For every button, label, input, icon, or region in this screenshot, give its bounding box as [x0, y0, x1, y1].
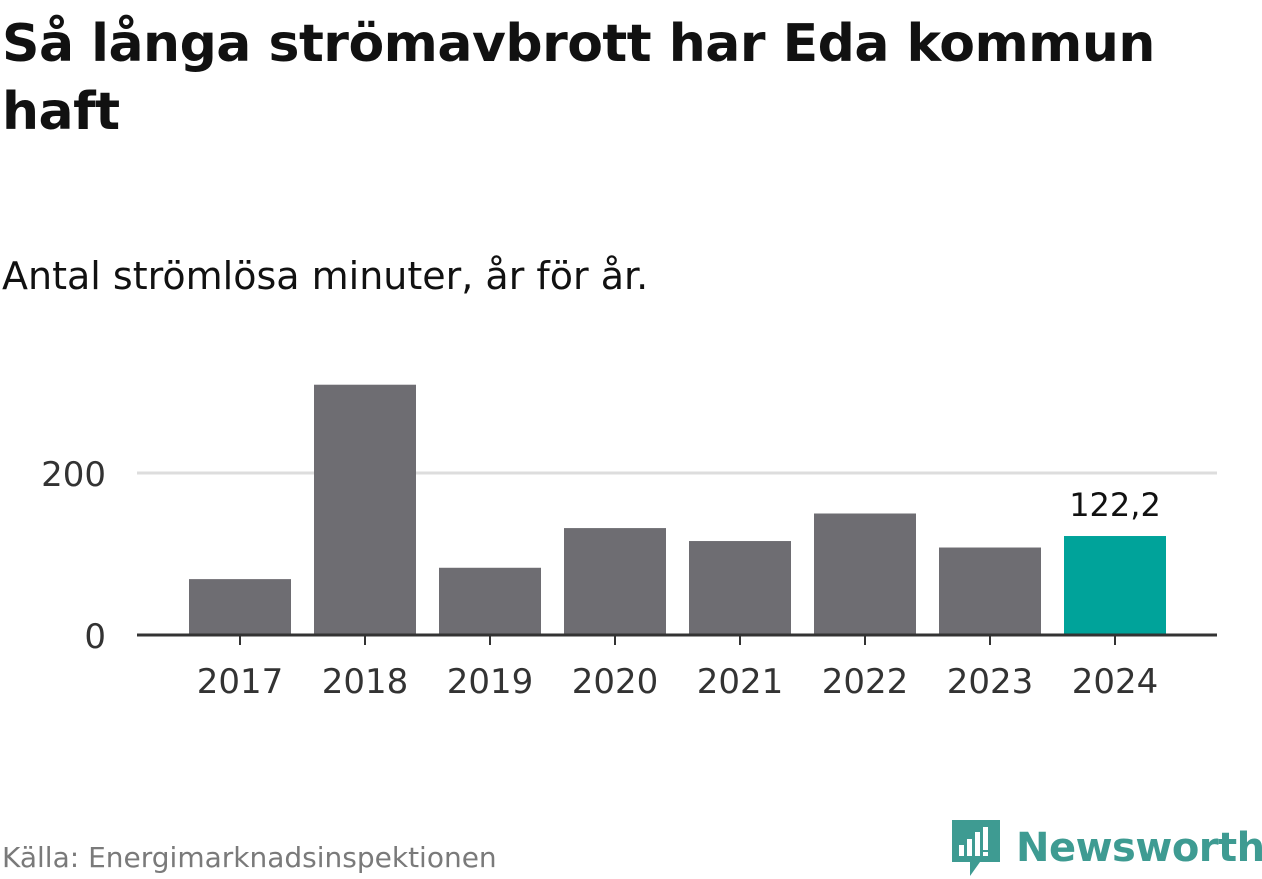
x-tick-label: 2021 — [697, 662, 784, 702]
x-tick-label: 2018 — [322, 662, 409, 702]
newsworthy-logo: Newsworthy — [950, 818, 1262, 878]
bar-2023 — [939, 547, 1041, 635]
x-tick-label: 2024 — [1072, 662, 1159, 702]
y-tick-label: 0 — [84, 617, 106, 657]
bar-2021 — [689, 541, 791, 635]
x-tick-label: 2019 — [447, 662, 534, 702]
bar-2022 — [814, 513, 916, 635]
bar-chart: 0 200 122,2 2017 2018 2019 2020 2021 2022 2023 202… — [41, 384, 1217, 702]
x-tick-label: 2017 — [197, 662, 284, 702]
y-tick-label: 200 — [41, 455, 106, 495]
chart-title: Så långa strömavbrott har Eda kommun haf… — [2, 14, 1155, 142]
bar-2019 — [439, 567, 541, 635]
x-tick-label: 2020 — [572, 662, 659, 702]
x-tick-label: 2023 — [947, 662, 1034, 702]
bar-2024 — [1064, 536, 1166, 635]
bar-chart-speech-bubble-icon — [952, 820, 1000, 876]
bar-2017 — [189, 579, 291, 635]
data-label: 122,2 — [1069, 486, 1161, 524]
x-tick-label: 2022 — [822, 662, 909, 702]
chart-subtitle: Antal strömlösa minuter, år för år. — [2, 254, 649, 298]
bar-2018 — [314, 384, 416, 635]
bar-2020 — [564, 528, 666, 635]
brand-name: Newsworthy — [1016, 825, 1262, 871]
source-note: Källa: Energimarknadsinspektionen — [2, 841, 497, 874]
